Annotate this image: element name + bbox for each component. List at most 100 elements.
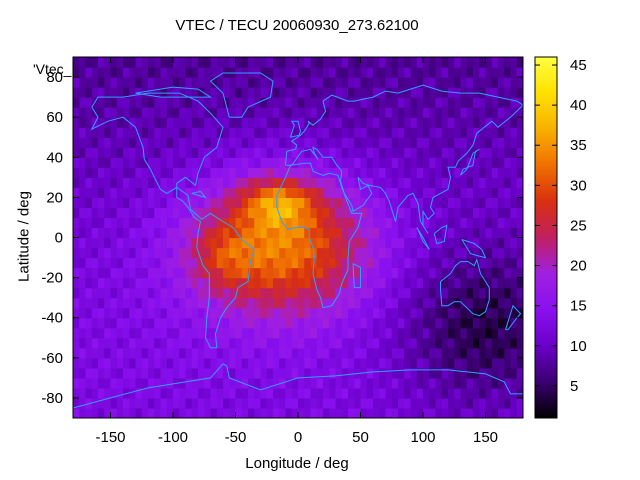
heatmap-cell [341, 187, 349, 198]
heatmap-cell [410, 267, 418, 279]
heatmap-cell [185, 247, 193, 259]
heatmap-cell [254, 287, 262, 299]
heatmap-cell [354, 407, 362, 418]
heatmap-cell [385, 97, 393, 108]
heatmap-cell [323, 307, 330, 319]
heatmap-cell [141, 267, 149, 279]
heatmap-cell [504, 197, 512, 209]
heatmap-cell [460, 127, 468, 138]
heatmap-cell [273, 397, 280, 409]
heatmap-cell [241, 357, 249, 369]
heatmap-cell [223, 147, 230, 158]
heatmap-cell [104, 307, 112, 319]
heatmap-cell [91, 247, 99, 259]
heatmap-cell [110, 147, 118, 158]
heatmap-cell [298, 207, 305, 219]
heatmap-cell [216, 407, 224, 418]
heatmap-cell [216, 237, 224, 249]
heatmap-cell [279, 247, 287, 259]
heatmap-cell [73, 217, 80, 229]
heatmap-cell [479, 187, 487, 198]
heatmap-cell [466, 157, 474, 168]
heatmap-cell [110, 257, 118, 269]
heatmap-cell [229, 377, 237, 389]
heatmap-cell [216, 77, 224, 88]
heatmap-cell [235, 217, 243, 229]
heatmap-cell [116, 397, 124, 409]
heatmap-cell [516, 87, 523, 98]
heatmap-cell [279, 197, 287, 209]
heatmap-cell [485, 387, 493, 399]
heatmap-cell [73, 97, 80, 108]
heatmap-cell [410, 167, 418, 178]
heatmap-cell [379, 237, 387, 249]
heatmap-cell [379, 117, 387, 128]
heatmap-cell [310, 287, 318, 299]
heatmap-cell [448, 137, 455, 148]
heatmap-cell [323, 397, 330, 409]
heatmap-cell [404, 217, 412, 229]
heatmap-cell [204, 327, 212, 339]
heatmap-cell [354, 167, 362, 178]
heatmap-cell [216, 187, 224, 198]
heatmap-cell [254, 327, 262, 339]
heatmap-cell [85, 317, 93, 329]
heatmap-cell [329, 227, 337, 239]
heatmap-cell [260, 217, 268, 229]
heatmap-cell [429, 297, 437, 309]
heatmap-cell [460, 177, 468, 188]
heatmap-cell [498, 297, 505, 309]
heatmap-cell [73, 287, 80, 299]
heatmap-cell [341, 97, 349, 108]
heatmap-cell [135, 337, 143, 349]
heatmap-cell [410, 277, 418, 289]
heatmap-cell [154, 397, 162, 409]
heatmap-cell [210, 67, 218, 78]
heatmap-cell [385, 157, 393, 168]
heatmap-cell [198, 167, 205, 178]
heatmap-cell [198, 327, 205, 339]
heatmap-cell [304, 317, 312, 329]
heatmap-cell [273, 207, 280, 219]
heatmap-cell [260, 307, 268, 319]
heatmap-cell [135, 287, 143, 299]
heatmap-cell [248, 87, 255, 98]
heatmap-cell [91, 267, 99, 279]
heatmap-cell [310, 397, 318, 409]
heatmap-cell [91, 187, 99, 198]
heatmap-cell [266, 77, 274, 88]
heatmap-cell [160, 407, 168, 418]
heatmap-cell [298, 77, 305, 88]
heatmap-cell [429, 317, 437, 329]
heatmap-cell [516, 247, 523, 259]
heatmap-cell [123, 357, 130, 369]
heatmap-cell [410, 57, 418, 68]
heatmap-cell [360, 347, 368, 359]
heatmap-cell [491, 397, 499, 409]
heatmap-cell [491, 217, 499, 229]
heatmap-cell [510, 357, 518, 369]
heatmap-cell [204, 297, 212, 309]
heatmap-cell [423, 357, 430, 369]
heatmap-cell [304, 257, 312, 269]
heatmap-cell [148, 367, 155, 379]
heatmap-cell [73, 267, 80, 279]
heatmap-cell [491, 277, 499, 289]
heatmap-cell [248, 217, 255, 229]
heatmap-cell [279, 127, 287, 138]
heatmap-cell [248, 117, 255, 128]
heatmap-cell [348, 407, 355, 418]
heatmap-cell [516, 327, 523, 339]
heatmap-cell [154, 77, 162, 88]
heatmap-cell [423, 107, 430, 118]
heatmap-cell [335, 387, 343, 399]
heatmap-cell [348, 87, 355, 98]
heatmap-cell [198, 387, 205, 399]
heatmap-cell [423, 177, 430, 188]
heatmap-cell [341, 167, 349, 178]
heatmap-cell [466, 307, 474, 319]
heatmap-cell [91, 177, 99, 188]
heatmap-cell [254, 197, 262, 209]
heatmap-cell [441, 217, 449, 229]
heatmap-cell [485, 347, 493, 359]
